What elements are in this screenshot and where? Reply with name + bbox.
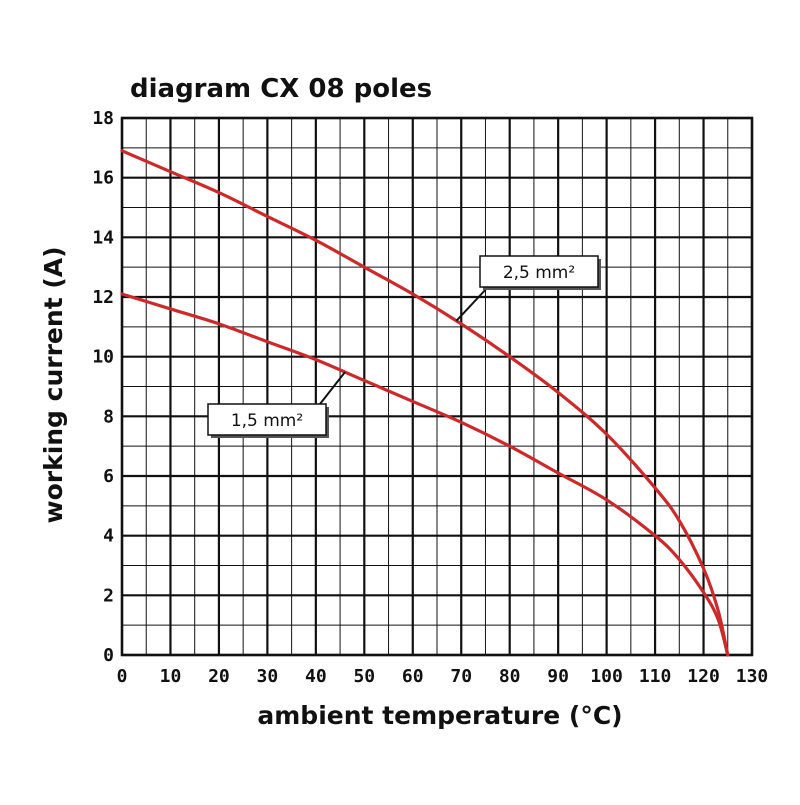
- plot-frame: [120, 116, 754, 657]
- x-tick-label: 80: [499, 666, 521, 687]
- x-tick-label: 10: [160, 666, 182, 687]
- series-label: 1,5 mm²: [231, 411, 303, 431]
- series-layer: [120, 149, 730, 657]
- callout-layer: 2,5 mm² 1,5 mm²: [207, 255, 601, 438]
- callout-leader: [455, 286, 489, 322]
- y-tick-label: 18: [92, 108, 114, 129]
- chart-title: diagram CX 08 poles: [130, 74, 432, 104]
- y-tick-label: 8: [103, 406, 114, 427]
- x-axis-label: ambient temperature (°C): [257, 701, 622, 730]
- y-tick-label: 10: [92, 347, 114, 368]
- x-tick-label: 0: [117, 666, 128, 687]
- x-tick-label: 120: [687, 666, 720, 687]
- x-tick-label: 70: [450, 666, 472, 687]
- y-axis-label: working current (A): [39, 246, 68, 523]
- x-tick-label: 110: [639, 666, 672, 687]
- y-tick-label: 6: [103, 466, 114, 487]
- y-tick-label: 4: [103, 526, 114, 547]
- x-tick-label: 50: [353, 666, 375, 687]
- series-label: 2,5 mm²: [503, 263, 575, 283]
- y-tick-label: 12: [92, 287, 114, 308]
- x-tick-label: 60: [402, 666, 424, 687]
- y-axis-ticks: 0 2 4 6 8 10 12 14 16 18: [92, 108, 114, 666]
- minor-grid: [122, 118, 752, 655]
- x-tick-label: 90: [547, 666, 569, 687]
- x-axis-ticks: 0 10 20 30 40 50 60 70 80 90 100 110 120 130: [117, 666, 769, 687]
- x-tick-label: 130: [736, 666, 769, 687]
- x-tick-label: 40: [305, 666, 327, 687]
- y-tick-label: 2: [103, 585, 114, 606]
- series-line-large: [120, 149, 730, 657]
- series-line-small: [120, 292, 730, 657]
- series-label-box: [479, 255, 599, 288]
- y-tick-label: 0: [103, 645, 114, 666]
- callout-leader: [319, 371, 346, 405]
- x-tick-label: 20: [208, 666, 230, 687]
- x-tick-label: 30: [257, 666, 279, 687]
- y-tick-label: 14: [92, 227, 114, 248]
- series-label-box: [207, 403, 327, 436]
- y-tick-label: 16: [92, 168, 114, 189]
- x-tick-label: 100: [590, 666, 623, 687]
